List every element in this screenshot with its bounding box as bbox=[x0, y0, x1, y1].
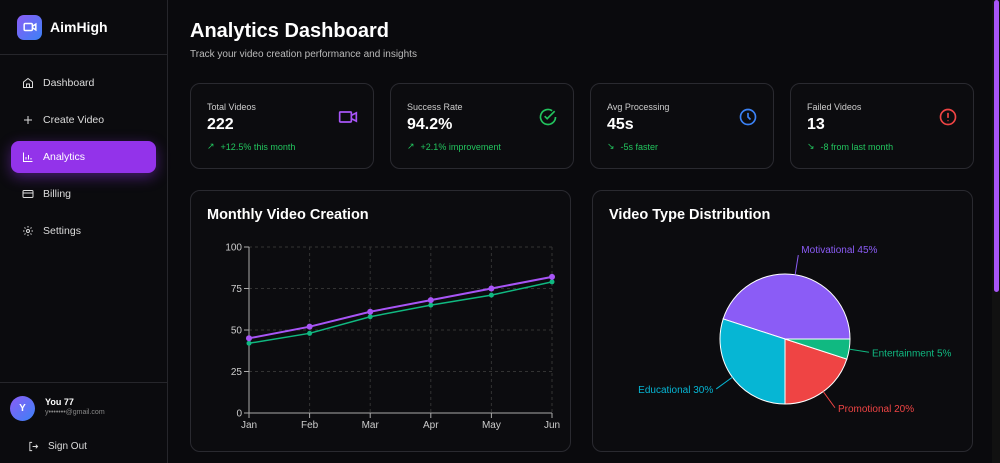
y-tick-label: 25 bbox=[231, 367, 243, 378]
data-point bbox=[428, 302, 434, 308]
x-tick-label: Mar bbox=[362, 420, 380, 431]
pie-label-line bbox=[794, 254, 799, 275]
credit-card-icon bbox=[22, 190, 34, 198]
data-point bbox=[488, 285, 495, 292]
sidebar-item-analytics[interactable]: Analytics bbox=[11, 141, 156, 173]
user-section: Y You 77 y•••••••@gmail.com Sign Out bbox=[0, 382, 167, 452]
pie-slice bbox=[784, 338, 848, 405]
line-chart: 0 25 50 75 100 Jan Feb Mar Apr May Jun bbox=[225, 243, 560, 432]
stat-label: Success Rate bbox=[407, 102, 463, 112]
scrollbar-thumb[interactable] bbox=[994, 0, 999, 292]
pie-label-line bbox=[715, 376, 733, 390]
y-tick-label: 100 bbox=[225, 243, 242, 254]
trend-down-icon: ↘ bbox=[807, 141, 815, 151]
sidebar-item-dashboard[interactable]: Dashboard bbox=[11, 67, 156, 99]
x-tick-label: Feb bbox=[301, 420, 319, 431]
sign-out-button[interactable]: Sign Out bbox=[28, 441, 87, 452]
data-point bbox=[307, 330, 313, 336]
trend-up-icon: ↗ bbox=[207, 141, 215, 151]
data-point bbox=[488, 292, 494, 298]
stat-card-success-rate: Success Rate 94.2% ↗ +2.1% improvement bbox=[390, 83, 574, 169]
line-chart-panel: Monthly Video Creation 0 25 50 75 100 Jan Feb M… bbox=[190, 190, 571, 452]
data-point bbox=[367, 308, 374, 315]
stat-change: +12.5% this month bbox=[220, 141, 296, 152]
stat-value: 222 bbox=[207, 116, 234, 133]
pie-slice bbox=[719, 318, 786, 405]
data-point bbox=[367, 314, 373, 320]
video-icon bbox=[338, 111, 358, 123]
stat-card-total-videos: Total Videos 222 ↗ +12.5% this month bbox=[190, 83, 374, 169]
nav: Dashboard Create Video Analytics Billing… bbox=[0, 55, 167, 247]
x-tick-label: Jun bbox=[544, 420, 560, 431]
data-point bbox=[549, 279, 555, 285]
home-icon bbox=[23, 77, 33, 88]
gear-icon bbox=[23, 226, 33, 236]
stat-value: 45s bbox=[607, 116, 634, 133]
alert-circle-icon bbox=[939, 108, 957, 126]
data-point bbox=[246, 340, 252, 346]
clock-icon bbox=[739, 108, 757, 126]
chart-title: Video Type Distribution bbox=[609, 207, 771, 223]
chart-title: Monthly Video Creation bbox=[207, 207, 369, 223]
sign-out-label: Sign Out bbox=[48, 441, 87, 452]
stat-value: 13 bbox=[807, 116, 825, 133]
stat-label: Total Videos bbox=[207, 102, 256, 112]
data-point bbox=[427, 297, 434, 304]
x-tick-label: May bbox=[482, 420, 501, 431]
user-name: You 77 bbox=[45, 397, 74, 407]
scrollbar[interactable] bbox=[992, 0, 1000, 463]
page-title: Analytics Dashboard bbox=[190, 20, 389, 42]
sidebar-item-label: Dashboard bbox=[43, 77, 95, 89]
data-point bbox=[549, 273, 555, 280]
sidebar-item-billing[interactable]: Billing bbox=[11, 178, 156, 210]
user-email: y•••••••@gmail.com bbox=[45, 409, 105, 416]
stat-card-failed-videos: Failed Videos 13 ↘ -8 from last month bbox=[790, 83, 974, 169]
series-line-series-1 bbox=[248, 275, 553, 340]
sidebar: AimHigh Dashboard Create Video Analytics… bbox=[0, 0, 168, 463]
stat-change: +2.1% improvement bbox=[420, 141, 501, 152]
y-tick-label: 50 bbox=[231, 326, 243, 337]
sidebar-item-settings[interactable]: Settings bbox=[11, 215, 156, 247]
sidebar-item-create-video[interactable]: Create Video bbox=[11, 104, 156, 136]
trend-down-icon: ↘ bbox=[607, 141, 615, 151]
sidebar-item-label: Analytics bbox=[43, 151, 86, 163]
sidebar-item-label: Settings bbox=[43, 225, 81, 237]
stat-label: Avg Processing bbox=[607, 102, 670, 112]
pie-label: Educational 30% bbox=[638, 385, 713, 396]
y-tick-label: 75 bbox=[231, 284, 243, 295]
logout-icon bbox=[29, 441, 39, 452]
page-subtitle: Track your video creation performance an… bbox=[190, 49, 417, 60]
x-tick-label: Jan bbox=[241, 420, 257, 431]
plus-icon bbox=[24, 116, 32, 124]
video-logo-icon bbox=[17, 14, 42, 40]
brand[interactable]: AimHigh bbox=[0, 0, 167, 55]
pie-label: Entertainment 5% bbox=[872, 348, 952, 359]
pie-label-line bbox=[822, 391, 836, 409]
trend-up-icon: ↗ bbox=[407, 141, 415, 151]
pie-label: Promotional 20% bbox=[838, 404, 914, 415]
stat-card-avg-processing: Avg Processing 45s ↘ -5s faster bbox=[590, 83, 774, 169]
main-content: Analytics Dashboard Track your video cre… bbox=[170, 0, 992, 463]
data-point bbox=[306, 323, 313, 330]
app-name: AimHigh bbox=[50, 19, 108, 35]
y-tick-label: 0 bbox=[236, 409, 242, 420]
avatar[interactable]: Y bbox=[10, 396, 35, 421]
stat-label: Failed Videos bbox=[807, 102, 862, 112]
sidebar-item-label: Create Video bbox=[43, 114, 105, 126]
pie-chart-panel: Video Type Distribution Motivational 45%… bbox=[592, 190, 973, 452]
data-point bbox=[246, 335, 252, 342]
sidebar-item-label: Billing bbox=[43, 188, 72, 200]
stat-value: 94.2% bbox=[407, 116, 453, 133]
x-tick-label: Apr bbox=[423, 420, 439, 431]
check-circle-icon bbox=[539, 108, 557, 126]
stat-change: -5s faster bbox=[620, 141, 659, 152]
pie-chart: Motivational 45% Educational 30% Promotion… bbox=[638, 245, 952, 415]
pie-label: Motivational 45% bbox=[801, 245, 877, 256]
stat-change: -8 from last month bbox=[820, 141, 894, 152]
bar-chart-icon bbox=[23, 152, 33, 162]
pie-label-line bbox=[849, 348, 870, 353]
series-line-series-2 bbox=[248, 281, 553, 345]
